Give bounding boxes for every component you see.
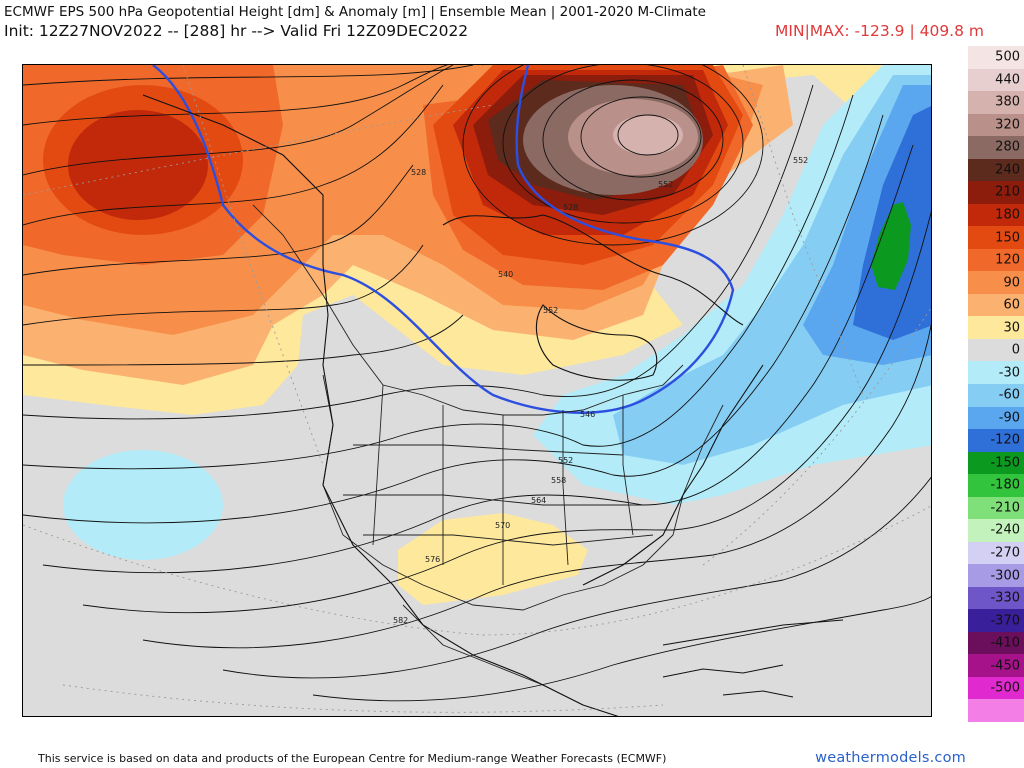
chart-title: ECMWF EPS 500 hPa Geopotential Height [d… <box>4 4 706 20</box>
colorbar-label: 30 <box>1003 320 1020 336</box>
colorbar-swatch: 30 <box>968 316 1024 339</box>
colorbar-swatch <box>968 699 1024 722</box>
south-us-anomaly-30 <box>398 513 588 605</box>
colorbar-swatch: -30 <box>968 361 1024 384</box>
colorbar-label: -240 <box>990 522 1020 538</box>
colorbar-label: 180 <box>995 207 1020 223</box>
contour-label: 528 <box>411 168 426 177</box>
contour-label: 528 <box>563 203 578 212</box>
pacific-anomaly-180 <box>68 110 208 220</box>
colorbar-label: -90 <box>998 410 1020 426</box>
graticule <box>23 65 931 713</box>
contour-label: 582 <box>393 616 408 625</box>
colorbar-label: 120 <box>995 252 1020 268</box>
colorbar-label: 500 <box>995 49 1020 65</box>
colorbar-label: -300 <box>990 568 1020 584</box>
colorbar-swatch: 280 <box>968 136 1024 159</box>
negative-anomaly-150 <box>871 202 911 290</box>
colorbar-label: -370 <box>990 613 1020 629</box>
anomaly-colorbar: 500 440 380 320 280 240 210 180 150 120 90 60 30 0 -30… <box>968 46 1024 722</box>
colorbar-label: -450 <box>990 658 1020 674</box>
colorbar-label: 60 <box>1003 297 1020 313</box>
colorbar-label: -120 <box>990 432 1020 448</box>
colorbar-label: 380 <box>995 94 1020 110</box>
colorbar-swatch: 380 <box>968 91 1024 114</box>
map-panel[interactable]: 528 552 552 540 546 552 558 564 570 576 … <box>22 64 932 717</box>
colorbar-label: -270 <box>990 545 1020 561</box>
colorbar-swatch: -90 <box>968 406 1024 430</box>
colorbar-label: -410 <box>990 635 1020 651</box>
colorbar-swatch: -300 <box>968 564 1024 587</box>
colorbar-swatch: -180 <box>968 474 1024 497</box>
colorbar-swatch: -330 <box>968 586 1024 610</box>
map-canvas: 528 552 552 540 546 552 558 564 570 576 … <box>23 65 931 716</box>
colorbar-swatch: -410 <box>968 631 1024 655</box>
colorbar-swatch: -150 <box>968 451 1024 475</box>
colorbar-swatch: 500 <box>968 46 1024 69</box>
colorbar-label: 320 <box>995 117 1020 133</box>
contour-label: 552 <box>543 306 558 315</box>
colorbar-label: -180 <box>990 477 1020 493</box>
colorbar-swatch: 120 <box>968 248 1024 272</box>
colorbar-swatch: 0 <box>968 338 1024 362</box>
colorbar-label: 150 <box>995 230 1020 246</box>
contour-label: 558 <box>551 476 566 485</box>
colorbar-label: -60 <box>998 387 1020 403</box>
negative-anomaly-60 <box>613 75 931 465</box>
colorbar-label: 280 <box>995 139 1020 155</box>
colorbar-swatch: 210 <box>968 181 1024 204</box>
colorbar-label: 210 <box>995 184 1020 200</box>
coastlines <box>142 94 844 716</box>
contour-label: 546 <box>580 410 595 419</box>
political-borders <box>252 204 724 706</box>
colorbar-swatch: -60 <box>968 384 1024 407</box>
colorbar-swatch: -500 <box>968 676 1024 700</box>
colorbar-label: 90 <box>1003 275 1020 291</box>
ecmwf-credit: This service is based on data and produc… <box>38 752 667 765</box>
arctic-anomaly-380 <box>613 115 683 155</box>
contour-label: 552 <box>558 456 573 465</box>
colorbar-label: 440 <box>995 72 1020 88</box>
colorbar-label: -330 <box>990 590 1020 606</box>
contour-label: 570 <box>495 521 510 530</box>
contour-label: 552 <box>793 156 808 165</box>
colorbar-swatch: 320 <box>968 113 1024 137</box>
colorbar-swatch: 150 <box>968 226 1024 249</box>
brand-link[interactable]: weathermodels.com <box>815 750 966 766</box>
colorbar-swatch: -210 <box>968 496 1024 520</box>
colorbar-swatch: 440 <box>968 68 1024 92</box>
pacific-negative-anomaly <box>63 450 223 560</box>
colorbar-swatch: 180 <box>968 203 1024 227</box>
colorbar-label: -150 <box>990 455 1020 471</box>
colorbar-swatch: 240 <box>968 158 1024 182</box>
colorbar-swatch: -370 <box>968 609 1024 632</box>
contour-label: 576 <box>425 555 440 564</box>
contour-label: 540 <box>498 270 513 279</box>
colorbar-label: 240 <box>995 162 1020 178</box>
min-max-readout: MIN|MAX: -123.9 | 409.8 m <box>775 22 984 40</box>
height-contours <box>23 65 931 702</box>
contour-label: 564 <box>531 496 546 505</box>
colorbar-swatch: -450 <box>968 654 1024 677</box>
contour-label: 552 <box>658 180 673 189</box>
colorbar-label: 0 <box>1011 342 1020 358</box>
colorbar-swatch: -270 <box>968 541 1024 565</box>
colorbar-label: -500 <box>990 680 1020 696</box>
colorbar-label: -30 <box>998 365 1020 381</box>
colorbar-swatch: 60 <box>968 293 1024 317</box>
colorbar-swatch: -120 <box>968 429 1024 452</box>
colorbar-swatch: 90 <box>968 271 1024 294</box>
colorbar-label: -210 <box>990 500 1020 516</box>
init-valid-line: Init: 12Z27NOV2022 -- [288] hr --> Valid… <box>4 22 469 40</box>
colorbar-swatch: -240 <box>968 519 1024 542</box>
